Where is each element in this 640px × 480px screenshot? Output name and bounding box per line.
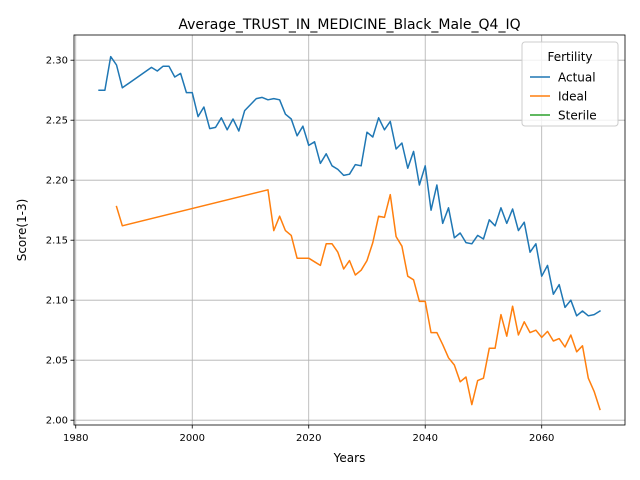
- y-tick-label: 2.00: [46, 416, 68, 427]
- series-layer: [98, 55, 601, 411]
- legend-box: [521, 41, 619, 127]
- plot-frame: [73, 34, 626, 426]
- x-tick-label: 2020: [296, 433, 321, 444]
- series-line-ideal: [115, 189, 601, 411]
- y-axis-ticks: 2.00 2.05 2.10 2.15 2.20 2.25 2.30: [46, 56, 74, 427]
- legend-label-actual: Actual: [558, 71, 596, 85]
- y-axis-label: Score(1-3): [15, 199, 29, 262]
- x-tick-label: 2000: [180, 433, 205, 444]
- legend: Fertility Actual Ideal Sterile: [521, 41, 619, 127]
- y-tick-label: 2.15: [46, 236, 68, 247]
- x-tick-label: 1980: [63, 433, 88, 444]
- x-axis-label: Years: [333, 451, 366, 465]
- y-tick-label: 2.10: [46, 296, 68, 307]
- legend-title: Fertility: [547, 50, 592, 64]
- legend-label-sterile: Sterile: [558, 109, 597, 123]
- y-tick-label: 2.25: [46, 116, 68, 127]
- y-tick-label: 2.20: [46, 176, 68, 187]
- x-tick-label: 2060: [529, 433, 554, 444]
- x-axis-ticks: 1980 2000 2020 2040 2060: [63, 425, 554, 444]
- x-tick-label: 2040: [412, 433, 437, 444]
- y-tick-label: 2.30: [46, 56, 68, 67]
- legend-label-ideal: Ideal: [558, 90, 587, 104]
- y-tick-label: 2.05: [46, 356, 68, 367]
- chart-title: Average_TRUST_IN_MEDICINE_Black_Male_Q4_…: [178, 17, 520, 33]
- series-line-actual: [98, 55, 601, 317]
